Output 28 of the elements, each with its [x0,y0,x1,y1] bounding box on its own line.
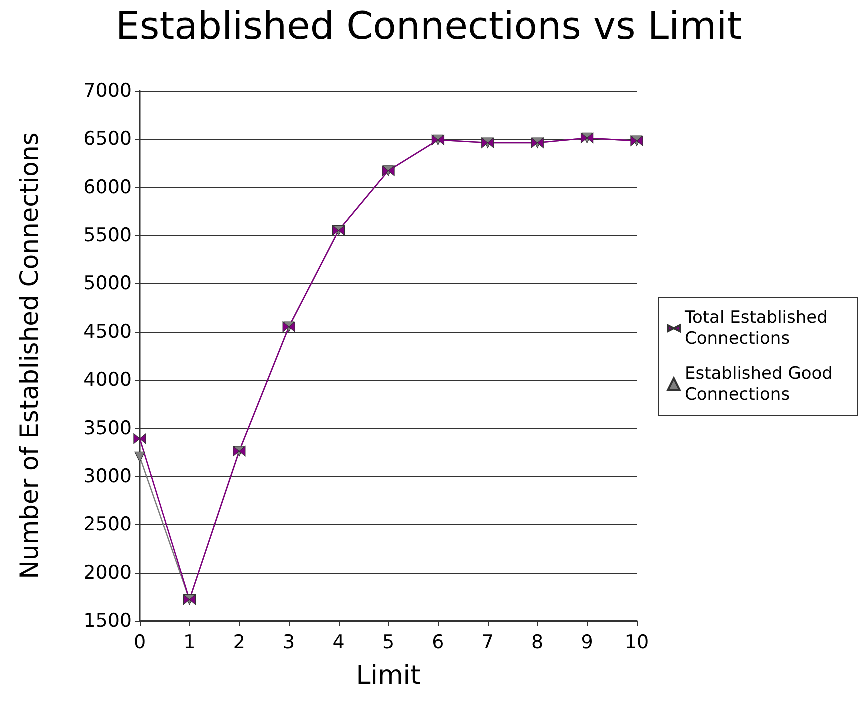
y-tick-label: 2500 [84,514,132,536]
chart-title: Established Connections vs Limit [116,4,742,48]
y-tick-label: 2000 [84,562,132,584]
y-tick-label: 6000 [84,176,132,198]
x-tick-label: 5 [382,632,395,654]
x-tick-label: 4 [332,632,345,654]
x-tick-label: 1 [184,632,196,654]
y-tick-label: 5000 [84,272,132,295]
legend-label: Established Good Connections [685,364,838,405]
x-tick-label: 6 [432,632,444,654]
x-tick-label: 2 [233,632,246,654]
y-tick-label: 4000 [84,369,132,392]
y-axis-title: Number of Established Connections [15,132,44,580]
y-tick-label: 4500 [84,320,132,343]
legend-label: Total Established Connections [684,308,834,349]
y-tick-label: 3000 [84,465,132,488]
x-tick-label: 8 [532,632,544,654]
x-tick-label: 10 [624,632,650,654]
x-axis-title: Limit [356,661,421,691]
y-tick-label: 3500 [84,417,132,440]
y-tick-label: 1500 [84,610,132,632]
x-tick-label: 3 [283,632,296,654]
x-tick-label: 9 [581,632,594,654]
x-tick-label: 7 [482,632,494,654]
y-tick-label: 5500 [84,224,132,247]
y-tick-label: 7000 [84,80,132,102]
y-tick-label: 6500 [84,128,132,150]
x-tick-label: 0 [134,632,146,654]
